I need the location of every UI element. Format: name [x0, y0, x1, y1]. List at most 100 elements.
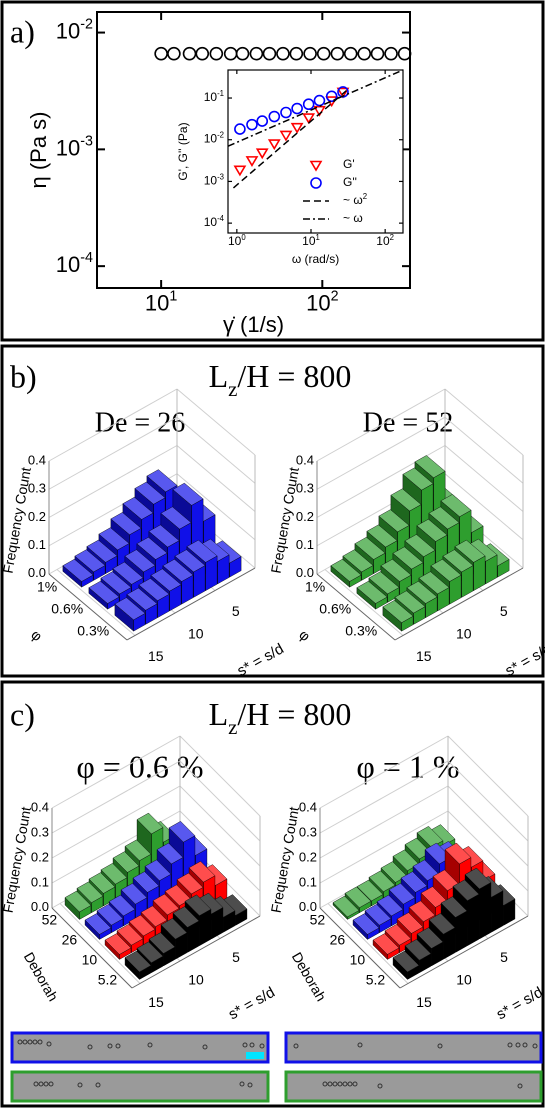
bar-front	[455, 911, 467, 952]
y-tick-label-part: 10	[204, 132, 218, 146]
panel-title-part: /H = 800	[237, 358, 351, 394]
x-tick-label-part: 10	[306, 290, 330, 315]
y-axis-label: η (Pa s)	[26, 111, 51, 188]
x-tick-label-part: 1	[316, 233, 320, 242]
x-tick-label: 102	[306, 288, 338, 315]
grid-line	[445, 389, 523, 455]
x-tick-label: 15	[148, 648, 164, 664]
y-tick-label: 10-3	[56, 133, 93, 160]
z-axis-label: Frequency Count	[268, 805, 302, 914]
depth-axis-label: φ	[28, 626, 45, 644]
depth-tick-label: 0.3%	[77, 622, 109, 638]
depth-tick-label: 26	[62, 931, 78, 947]
depth-tick-label: 0.6%	[51, 600, 83, 616]
legend-label-part: G'	[343, 157, 355, 171]
y-tick-label-part: 10	[56, 135, 80, 160]
panel-title-part: L	[209, 358, 229, 394]
x-axis-label: s* = s/d	[494, 984, 545, 1024]
y-tick-label-part: 10	[204, 174, 218, 188]
y-tick-label-part: -4	[80, 250, 93, 266]
legend-label: ~ ω	[343, 211, 363, 225]
x-tick-label-part: 10	[145, 290, 169, 315]
figure: a)b)Lz/H = 800c)Lz/H = 80010110210-210-3…	[0, 0, 545, 1108]
depth-tick-label: 1%	[37, 578, 57, 594]
x-axis-label: s* = s/d	[234, 640, 286, 680]
legend-label-part: ~ ω	[343, 211, 363, 225]
chart-subtitle: φ = 0.6 %	[76, 748, 203, 784]
y-tick-label: 10-4	[56, 250, 93, 277]
y-tick-label-part: 10	[56, 252, 80, 277]
depth-axis-label: φ	[296, 626, 313, 644]
z-tick-label: 0.2	[299, 849, 317, 864]
panel-label: c)	[10, 696, 35, 732]
y-tick-label-part: -3	[217, 172, 224, 181]
strip-image	[12, 1072, 268, 1101]
z-tick-label: 0.1	[296, 537, 314, 552]
x-tick-label: 10	[456, 972, 472, 988]
x-tick-label-part: 2	[331, 288, 339, 304]
grid-line	[448, 736, 528, 816]
y-tick-label-part: -4	[217, 214, 225, 223]
chart-subtitle: De = 52	[363, 407, 453, 438]
x-tick-label: 15	[416, 994, 432, 1010]
legend-label: G''	[343, 175, 357, 189]
strip-image	[286, 1033, 541, 1062]
panel-title-part: L	[209, 696, 229, 732]
legend-label-part: G''	[343, 175, 357, 189]
z-tick-label: 0.3	[299, 824, 317, 839]
depth-axis-label: Deborah	[289, 949, 330, 1004]
legend-label-part: 2	[363, 192, 367, 201]
legend-label: G'	[343, 157, 355, 171]
depth-tick-label: 5.2	[366, 971, 386, 987]
depth-tick-label: 1%	[305, 578, 325, 594]
panel-label: a)	[10, 13, 35, 49]
x-axis-label: γ̇ (1/s)	[223, 312, 284, 337]
scale-bar	[246, 1052, 264, 1059]
microscope-strips	[12, 1033, 541, 1101]
legend-label-part: ~ ω	[343, 193, 363, 207]
x-axis-label: s* = s/d	[226, 984, 278, 1024]
panel-title: Lz/H = 800	[209, 358, 352, 401]
x-tick-label-part: 1	[169, 288, 177, 304]
panel-title-part: z	[228, 716, 237, 739]
grid-line	[177, 417, 255, 483]
y-tick-label-part: -3	[80, 133, 93, 149]
y-tick-label-part: -2	[80, 16, 93, 32]
depth-tick-label: 52	[310, 911, 326, 927]
x-tick-label: 5	[500, 603, 508, 619]
x-tick-label: 10	[188, 972, 204, 988]
z-tick-label: 0.4	[296, 452, 314, 467]
depth-tick-label: 10	[350, 951, 366, 967]
bar-front	[491, 891, 503, 932]
depth-tick-label: 0.6%	[319, 600, 351, 616]
x-tick-label-part: 2	[390, 233, 394, 242]
z-tick-label: 0.1	[31, 874, 49, 889]
plot-frame	[228, 70, 403, 233]
y-tick-label: 10-2	[56, 16, 93, 43]
panel-title: Lz/H = 800	[209, 696, 352, 739]
z-tick-label: 0.4	[299, 799, 317, 814]
y-tick-label-part: -1	[217, 89, 224, 98]
z-tick-label: 0.4	[31, 799, 49, 814]
x-axis-label: s* = s/d	[502, 640, 545, 680]
depth-tick-label: 0.3%	[345, 622, 377, 638]
x-tick-label: 101	[145, 288, 177, 315]
x-tick-label-part: 0	[241, 233, 246, 242]
x-tick-label: 5	[500, 949, 508, 965]
depth-tick-label: 52	[42, 911, 58, 927]
x-tick-label: 5	[232, 949, 240, 965]
panel-title-part: /H = 800	[237, 696, 351, 732]
z-tick-label: 0.1	[28, 537, 46, 552]
x-tick-label-part: 10	[302, 234, 316, 248]
z-tick-label: 0.2	[296, 509, 314, 524]
y-tick-label-part: 10	[56, 18, 80, 43]
x-axis-label: ω (rad/s)	[292, 252, 339, 266]
x-tick-label: 5	[232, 603, 240, 619]
chart-subtitle: De = 26	[95, 407, 185, 438]
z-axis-label: Frequency Count	[0, 805, 34, 914]
z-tick-label: 0.1	[299, 874, 317, 889]
y-tick-label-part: 10	[204, 215, 218, 229]
bar-front	[479, 882, 491, 938]
z-tick-label: 0.2	[31, 849, 49, 864]
x-tick-label: 15	[416, 648, 432, 664]
